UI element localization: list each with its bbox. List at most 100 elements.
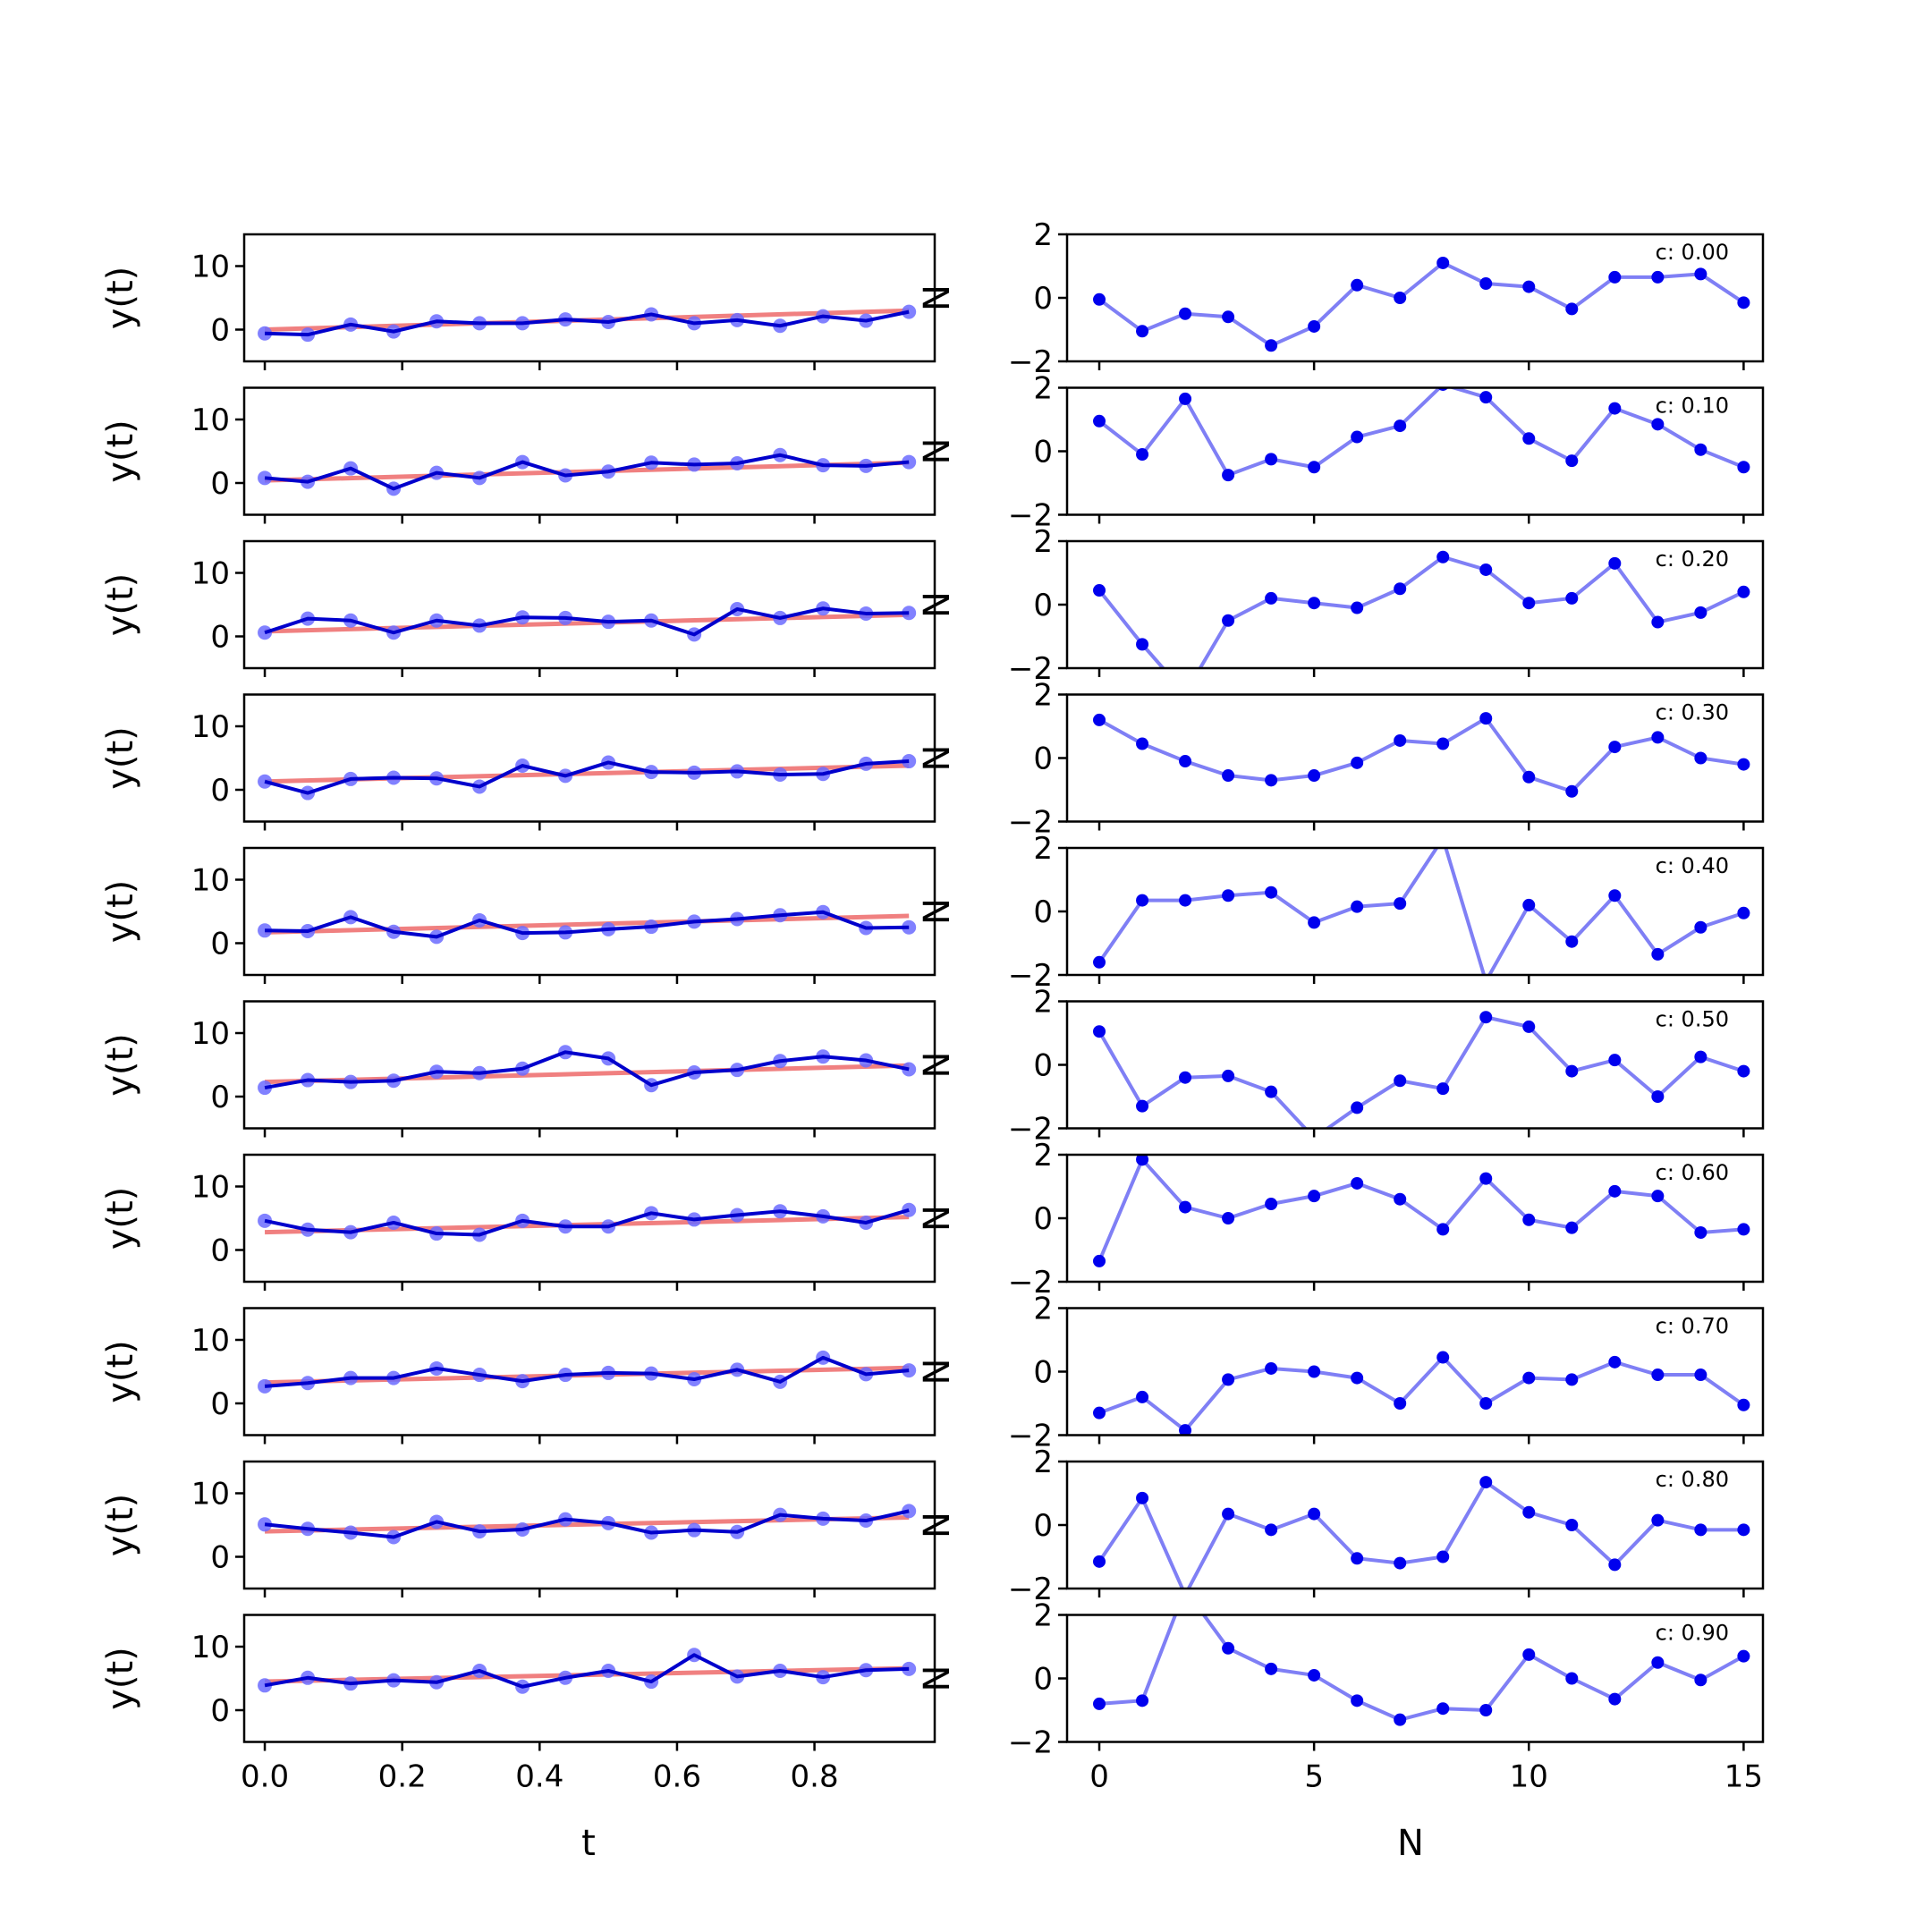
y-tick-label: 0 bbox=[210, 1233, 230, 1269]
residual-point bbox=[1522, 1213, 1536, 1226]
residual-point bbox=[1351, 1552, 1364, 1565]
residual-point bbox=[1737, 296, 1750, 309]
series-point bbox=[902, 454, 917, 470]
series-point bbox=[902, 1504, 917, 1519]
residual-point bbox=[1694, 1523, 1707, 1537]
residual-point bbox=[1394, 1192, 1407, 1206]
y-tick-label: 2 bbox=[1033, 217, 1053, 253]
residual-point bbox=[1522, 898, 1536, 911]
residual-point bbox=[1608, 889, 1622, 902]
residual-point bbox=[1651, 270, 1665, 284]
x-tick-label: 0.6 bbox=[653, 1759, 701, 1795]
residual-point bbox=[1351, 1371, 1364, 1385]
y-tick-label: 10 bbox=[191, 1323, 230, 1359]
y-tick-label: 0 bbox=[210, 313, 230, 349]
y-tick-label: −2 bbox=[1008, 651, 1053, 687]
residual-point bbox=[1265, 1662, 1278, 1675]
left-panel-1-data bbox=[258, 447, 917, 496]
right-y-axis-label: N bbox=[917, 1512, 958, 1538]
residual-point bbox=[1179, 1424, 1192, 1436]
axes-frame bbox=[242, 1460, 936, 1590]
residual-point bbox=[1093, 1555, 1106, 1568]
residual-point bbox=[1565, 935, 1579, 948]
axes-frame bbox=[242, 846, 936, 977]
right-panel-5: c: 0.50 −2 0 2 N bbox=[917, 985, 1765, 1148]
y-tick-label: 2 bbox=[1033, 1292, 1053, 1327]
residual-point bbox=[1265, 453, 1278, 466]
residual-point bbox=[1222, 1507, 1235, 1521]
series-point bbox=[902, 1363, 917, 1378]
right-x-axis-label: N bbox=[1397, 1823, 1424, 1864]
residual-point bbox=[1651, 1656, 1665, 1669]
x-tick-label: 0 bbox=[1089, 1759, 1109, 1795]
left-y-axis-label: y(t) bbox=[100, 1647, 141, 1710]
residual-point bbox=[1093, 1254, 1106, 1267]
residual-point bbox=[1737, 906, 1750, 919]
residual-point bbox=[1179, 307, 1192, 320]
right-panel-9-data bbox=[1093, 1614, 1750, 1726]
axes-frame bbox=[242, 693, 936, 823]
residual-point bbox=[1565, 784, 1579, 798]
residual-point bbox=[1608, 556, 1622, 570]
residual-point bbox=[1737, 758, 1750, 771]
residual-point bbox=[1479, 1397, 1493, 1410]
residual-point bbox=[1222, 1069, 1235, 1082]
residual-point bbox=[1394, 1074, 1407, 1088]
y-tick-label: 0 bbox=[210, 1693, 230, 1729]
residual-point bbox=[1136, 1694, 1149, 1707]
residual-point bbox=[1265, 1361, 1278, 1375]
left-panel-8: 0 10 y(t) bbox=[100, 1460, 936, 1597]
residual-point bbox=[1479, 1476, 1493, 1489]
trend-line bbox=[264, 1514, 910, 1534]
residual-point bbox=[1436, 1550, 1450, 1563]
y-tick-label: 2 bbox=[1033, 831, 1053, 867]
residual-point bbox=[1651, 947, 1665, 961]
residual-point bbox=[1522, 1371, 1536, 1385]
series-line bbox=[264, 606, 910, 637]
residual-point bbox=[1479, 563, 1493, 576]
residual-point bbox=[1308, 916, 1321, 929]
y-tick-label: 2 bbox=[1033, 371, 1053, 407]
residual-point bbox=[1651, 1090, 1665, 1103]
residual-point bbox=[1608, 1558, 1622, 1572]
residual-point bbox=[1265, 591, 1278, 605]
residual-point bbox=[1522, 770, 1536, 784]
residual-point bbox=[1565, 591, 1579, 605]
panel-label: c: 0.00 bbox=[1656, 240, 1729, 265]
residual-point bbox=[1436, 550, 1450, 564]
residual-point bbox=[1565, 1672, 1579, 1685]
x-tick-label: 0.4 bbox=[515, 1759, 564, 1795]
residual-point bbox=[1394, 897, 1407, 911]
series-line bbox=[264, 759, 910, 795]
right-panel-4: c: 0.40 −2 0 2 N bbox=[917, 831, 1765, 994]
left-panel-1: 0 10 y(t) bbox=[100, 386, 936, 524]
series-line bbox=[265, 910, 910, 939]
residual-point bbox=[1737, 461, 1750, 474]
residual-point bbox=[1308, 1190, 1321, 1203]
y-tick-label: 0 bbox=[210, 620, 230, 656]
left-x-axis-label: t bbox=[581, 1823, 596, 1864]
residual-point bbox=[1608, 1054, 1622, 1067]
residual-point bbox=[1136, 1099, 1149, 1113]
residual-point bbox=[1694, 443, 1707, 456]
residual-line bbox=[1097, 1015, 1745, 1129]
left-panel-9: 0 10 0.0 0.2 0.4 0.6 0.8 y(t) bbox=[100, 1614, 936, 1795]
y-tick-label: 0 bbox=[1033, 281, 1053, 317]
residual-point bbox=[1694, 1674, 1707, 1687]
series-point bbox=[902, 1661, 917, 1676]
residual-line bbox=[1098, 1614, 1745, 1722]
y-tick-label: 0 bbox=[1033, 435, 1053, 470]
residual-point bbox=[1737, 585, 1750, 598]
residual-point bbox=[1093, 1697, 1106, 1710]
residual-point bbox=[1179, 755, 1192, 768]
right-y-axis-label: N bbox=[917, 1205, 958, 1232]
right-panel-3-data bbox=[1093, 712, 1750, 798]
residual-point bbox=[1093, 1025, 1106, 1038]
right-y-axis-label: N bbox=[917, 898, 958, 925]
residual-point bbox=[1136, 325, 1149, 338]
y-tick-label: 0 bbox=[210, 1540, 230, 1576]
left-panel-9-data bbox=[258, 1648, 917, 1694]
right-y-axis-label: N bbox=[917, 745, 958, 772]
